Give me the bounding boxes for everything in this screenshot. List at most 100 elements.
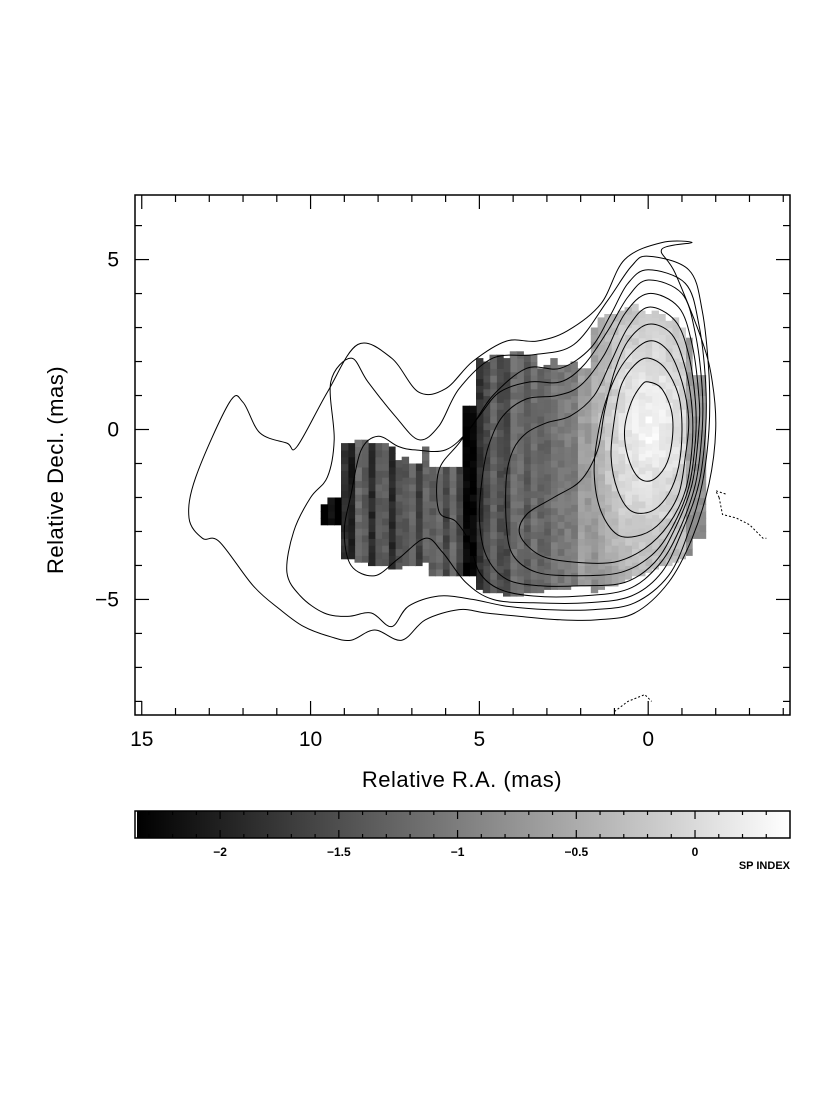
index-pixel (503, 432, 511, 441)
index-pixel (698, 449, 707, 458)
index-pixel (651, 528, 659, 536)
index-pixel (469, 500, 477, 509)
index-pixel (597, 534, 605, 543)
index-pixel (617, 392, 626, 400)
index-pixel (658, 456, 666, 465)
index-pixel (368, 524, 376, 533)
index-pixel (590, 551, 599, 560)
index-pixel (509, 562, 518, 570)
index-pixel (624, 354, 632, 363)
index-pixel (563, 480, 572, 488)
index-pixel (644, 490, 653, 499)
index-pixel (536, 524, 545, 533)
index-pixel (584, 449, 592, 458)
index-pixel (341, 443, 349, 451)
index-pixel (631, 351, 639, 359)
index-pixel (604, 375, 612, 383)
index-pixel (509, 392, 518, 400)
index-pixel (590, 368, 599, 376)
index-pixel (496, 524, 504, 533)
index-pixel (489, 517, 497, 526)
index-pixel (503, 507, 511, 516)
index-pixel (550, 562, 558, 570)
index-pixel (577, 531, 585, 539)
index-pixel (482, 545, 491, 553)
index-pixel (320, 511, 329, 519)
index-pixel (449, 534, 457, 543)
index-pixel (617, 344, 626, 352)
index-pixel (617, 446, 626, 454)
index-pixel (590, 565, 599, 573)
index-pixel (665, 381, 673, 390)
index-pixel (496, 470, 504, 478)
index-pixel (469, 507, 477, 516)
index-pixel (658, 477, 666, 485)
index-pixel (368, 449, 376, 458)
index-pixel (563, 507, 572, 516)
index-pixel (347, 551, 356, 560)
index-pixel (624, 443, 632, 451)
index-pixel (347, 517, 356, 526)
index-pixel (651, 324, 659, 332)
index-pixel (678, 368, 686, 376)
index-pixel (624, 409, 632, 417)
index-pixel (644, 429, 653, 437)
index-pixel (523, 470, 531, 478)
contour-level-6 (505, 306, 697, 577)
index-pixel (685, 453, 693, 461)
index-pixel (550, 541, 558, 550)
index-pixel (523, 402, 531, 410)
index-pixel (476, 358, 484, 366)
index-pixel (401, 558, 410, 567)
index-pixel (671, 514, 680, 522)
index-pixel (530, 497, 538, 505)
index-pixel (651, 460, 659, 468)
index-pixel (671, 555, 680, 563)
index-pixel (381, 538, 389, 546)
index-pixel (428, 534, 437, 543)
index-pixel (401, 538, 410, 546)
index-pixel (590, 524, 599, 533)
index-pixel (455, 507, 464, 516)
index-pixel (597, 500, 605, 509)
index-pixel (678, 402, 686, 410)
index-pixel (570, 402, 578, 410)
index-pixel (563, 426, 572, 434)
index-pixel (442, 534, 450, 543)
index-pixel (617, 534, 626, 543)
index-pixel (651, 419, 659, 427)
index-pixel (368, 511, 376, 519)
colorbar: −2 −1.5 −1 −0.5 0 SP INDEX (134, 810, 791, 872)
index-pixel (347, 470, 356, 478)
index-pixel (395, 480, 403, 488)
index-pixel (415, 511, 423, 519)
index-pixel (624, 477, 632, 485)
index-pixel (449, 494, 457, 502)
index-pixel (651, 330, 659, 339)
index-pixel (678, 449, 686, 458)
index-pixel (374, 558, 383, 567)
index-pixel (671, 358, 680, 366)
index-pixel (617, 426, 626, 434)
index-pixel (584, 558, 592, 567)
index-pixel (570, 565, 578, 573)
index-pixel (692, 375, 700, 383)
index-pixel (617, 514, 626, 522)
index-pixel (496, 449, 504, 458)
index-pixel (442, 528, 450, 536)
index-pixel (388, 446, 396, 454)
index-pixel (611, 334, 619, 342)
index-pixel (496, 538, 504, 546)
index-pixel (665, 422, 673, 431)
index-pixel (361, 528, 369, 536)
index-pixel (496, 551, 504, 560)
index-pixel (665, 415, 673, 424)
index-pixel (503, 534, 511, 543)
index-pixel (590, 517, 599, 526)
index-pixel (658, 436, 666, 444)
index-pixel (455, 541, 464, 550)
index-pixel (665, 443, 673, 451)
index-pixel (482, 511, 491, 519)
index-pixel (388, 507, 396, 516)
index-pixel (604, 381, 612, 390)
